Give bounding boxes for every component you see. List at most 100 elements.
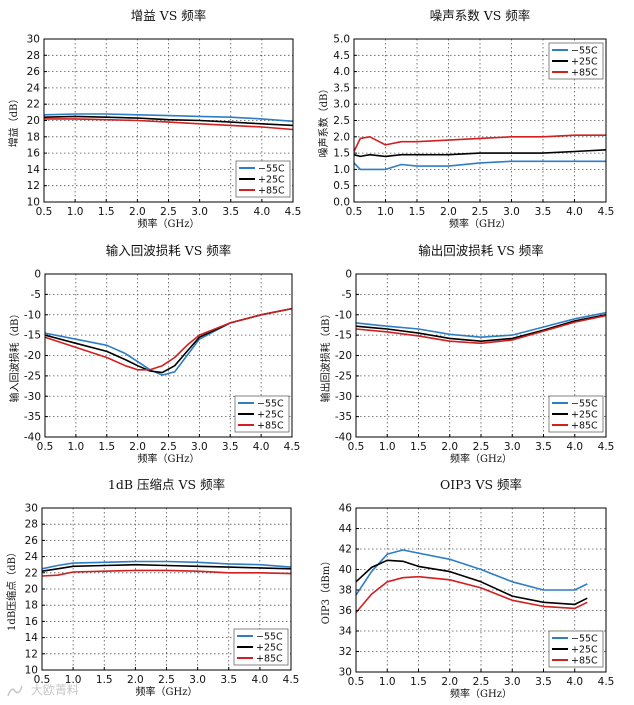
y-tick-label: 22 xyxy=(25,567,38,579)
x-tick-label: 3.0 xyxy=(504,441,521,453)
x-tick-label: 3.5 xyxy=(535,441,552,453)
x-axis-label: 频率（GHz） xyxy=(136,685,198,698)
series-line-m55c xyxy=(353,160,606,171)
y-tick-label: 18 xyxy=(25,600,38,612)
x-tick-label: 1.0 xyxy=(379,676,396,688)
series-line-p85c xyxy=(355,575,588,614)
chart-title: 噪声系数 VS 频率 xyxy=(430,8,531,23)
y-tick-label: 40 xyxy=(339,564,352,576)
y-tick-label: 30 xyxy=(339,667,352,679)
series-line-p85c xyxy=(44,307,293,371)
y-tick-label: 36 xyxy=(339,605,353,617)
y-tick-label: -35 xyxy=(24,411,41,423)
x-tick-label: 4.5 xyxy=(283,674,300,686)
y-tick-label: 32 xyxy=(339,646,352,658)
x-tick-label: 3.5 xyxy=(222,206,239,218)
series-line-p85c xyxy=(353,134,606,152)
chart-title: 1dB 压缩点 VS 频率 xyxy=(108,477,225,492)
x-tick-label: 2.5 xyxy=(160,441,177,453)
x-tick-label: 4.0 xyxy=(566,676,583,688)
x-tick-label: 3.0 xyxy=(191,206,208,218)
chart-panel-1: 增益 VS 频率 0.5 1.0 1.5 2.0 2.5 3.0 3.5 4.0 4.5 10 12 1… xyxy=(7,8,301,230)
legend-label: −55C xyxy=(256,632,283,643)
y-tick-label: 5.0 xyxy=(333,34,350,46)
x-tick-label: 3.5 xyxy=(222,441,239,453)
y-tick-label: -40 xyxy=(24,432,41,444)
x-tick-label: 4.0 xyxy=(252,674,269,686)
y-tick-label: 24 xyxy=(25,551,39,563)
chart-panel-3: 输入回波损耗 VS 频率 0.5 1.0 1.5 2.0 2.5 3.0 3.5 4.0 4.5 -… xyxy=(8,243,300,465)
chart-title: OIP3 VS 频率 xyxy=(440,477,522,492)
legend-label: +25C xyxy=(571,410,598,421)
y-axis-label: 输出回波损耗（dB） xyxy=(319,309,332,403)
legend: −55C+25C+85C xyxy=(548,395,604,433)
chart-panel-6: OIP3 VS 频率 0.5 1.0 1.5 2.0 2.5 3.0 3.5 4.0 4.5 30 3… xyxy=(320,477,614,700)
chart-title: 输出回波损耗 VS 频率 xyxy=(418,243,544,258)
legend: −55C+25C+85C xyxy=(235,160,291,198)
y-tick-label: -25 xyxy=(335,370,352,382)
legend-label: +25C xyxy=(257,410,284,421)
legend-label: −55C xyxy=(258,164,285,175)
series-line-p85c xyxy=(41,569,292,577)
legend-label: −55C xyxy=(257,399,284,410)
x-tick-label: 2.5 xyxy=(473,441,490,453)
y-axis-label: 增益（dB） xyxy=(7,94,20,148)
y-tick-label: 10 xyxy=(27,197,40,209)
x-tick-label: 3.0 xyxy=(191,441,208,453)
legend-label: +85C xyxy=(571,656,598,667)
y-tick-label: 16 xyxy=(27,148,41,160)
x-tick-label: 2.0 xyxy=(441,676,458,688)
y-tick-label: -10 xyxy=(335,309,352,321)
y-tick-label: -5 xyxy=(31,289,41,301)
y-tick-label: -20 xyxy=(24,350,41,362)
y-tick-label: 0 xyxy=(34,269,41,281)
x-tick-label: 2.5 xyxy=(160,206,177,218)
x-tick-label: 2.0 xyxy=(440,206,457,218)
y-tick-label: 2.5 xyxy=(333,115,350,127)
x-tick-label: 1.0 xyxy=(377,206,394,218)
x-tick-label: 3.5 xyxy=(220,674,237,686)
y-tick-label: 42 xyxy=(339,544,352,556)
x-tick-label: 2.0 xyxy=(127,674,144,686)
x-tick-label: 2.5 xyxy=(158,674,175,686)
y-tick-label: -15 xyxy=(24,330,41,342)
x-tick-label: 1.0 xyxy=(67,206,84,218)
x-tick-label: 0.5 xyxy=(34,674,51,686)
x-tick-label: 1.5 xyxy=(98,441,115,453)
y-tick-label: 28 xyxy=(27,50,40,62)
series-line-p85c xyxy=(44,118,294,131)
legend-label: +85C xyxy=(257,421,284,432)
x-tick-label: 0.5 xyxy=(346,206,363,218)
x-tick-label: 1.5 xyxy=(98,206,115,218)
x-tick-label: 2.0 xyxy=(441,441,458,453)
y-axis-label: 输入回波损耗（dB） xyxy=(8,309,21,403)
y-tick-label: 26 xyxy=(25,535,39,547)
y-tick-label: 38 xyxy=(339,585,352,597)
x-tick-label: 1.5 xyxy=(409,206,426,218)
x-axis-label: 频率（GHz） xyxy=(450,452,512,465)
y-tick-label: -20 xyxy=(335,350,352,362)
legend-label: +25C xyxy=(571,57,598,68)
y-tick-label: -5 xyxy=(342,289,352,301)
y-tick-label: -15 xyxy=(335,330,352,342)
series-line-p25c xyxy=(355,559,588,606)
chart-title: 增益 VS 频率 xyxy=(131,8,207,23)
y-tick-label: 10 xyxy=(25,665,38,677)
legend: −55C+25C+85C xyxy=(548,630,604,668)
y-tick-label: 28 xyxy=(25,519,38,531)
y-tick-label: 20 xyxy=(27,115,40,127)
y-tick-label: 3.0 xyxy=(333,99,350,111)
x-tick-label: 1.5 xyxy=(410,676,427,688)
y-tick-label: 34 xyxy=(339,626,353,638)
legend-label: +85C xyxy=(258,186,285,197)
x-tick-label: 3.0 xyxy=(503,206,520,218)
x-tick-label: 4.0 xyxy=(566,206,583,218)
x-tick-label: 1.0 xyxy=(68,441,85,453)
y-tick-label: 12 xyxy=(25,648,38,660)
series-line-p85c xyxy=(355,314,607,345)
x-tick-label: 2.5 xyxy=(473,676,490,688)
chart-panel-5: 1dB 压缩点 VS 频率 0.5 1.0 1.5 2.0 2.5 3.0 3.5 4.0 4.5… xyxy=(5,477,299,698)
y-tick-label: -25 xyxy=(24,370,41,382)
y-tick-label: 4.0 xyxy=(333,66,350,78)
y-tick-label: 4.5 xyxy=(333,50,350,62)
